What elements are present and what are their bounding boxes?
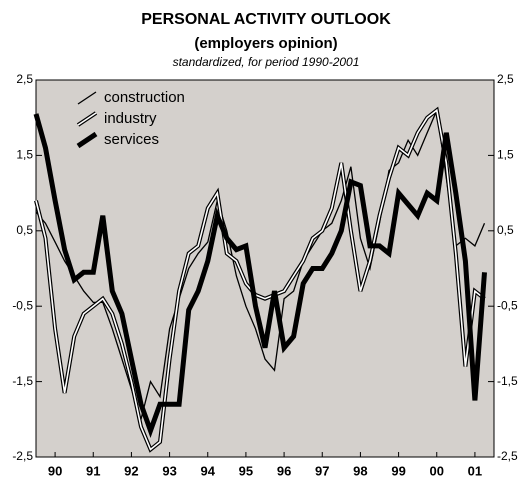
legend-swatch	[77, 112, 97, 126]
series-line	[35, 108, 485, 451]
y2-tick-label: -0,5	[497, 298, 518, 312]
x-tick-label: 01	[468, 463, 482, 478]
x-tick-label: 96	[277, 463, 291, 478]
chart-note: standardized, for period 1990-2001	[173, 55, 360, 69]
series-line	[33, 113, 487, 438]
y-tick-label: -0,5	[12, 298, 33, 312]
chart-subtitle: (employers opinion)	[194, 35, 337, 52]
x-tick-label: 93	[162, 463, 176, 478]
x-tick-label: 92	[124, 463, 138, 478]
legend-swatch	[76, 131, 98, 149]
x-tick-label: 90	[48, 463, 62, 478]
y2-tick-label: 2,5	[497, 72, 514, 86]
y2-tick-label: -2,5	[497, 449, 518, 463]
x-tick-label: 99	[391, 463, 405, 478]
y-tick-label: -1,5	[12, 374, 33, 388]
x-tick-label: 91	[86, 463, 100, 478]
legend-label: construction	[104, 89, 185, 106]
x-tick-label: 94	[201, 463, 216, 478]
chart-title: PERSONAL ACTIVITY OUTLOOK	[141, 11, 391, 28]
y-tick-label: 1,5	[16, 148, 33, 162]
legend-label: industry	[104, 110, 157, 127]
x-tick-label: 00	[430, 463, 444, 478]
x-tick-label: 98	[353, 463, 367, 478]
y-tick-label: 0,5	[16, 223, 33, 237]
x-tick-label: 97	[315, 463, 329, 478]
x-tick-label: 95	[239, 463, 253, 478]
y-tick-label: -2,5	[12, 449, 33, 463]
y2-tick-label: 0,5	[497, 223, 514, 237]
legend-swatch	[77, 91, 97, 105]
series-line	[35, 107, 486, 422]
plot-area	[35, 79, 495, 458]
y2-tick-label: 1,5	[497, 148, 514, 162]
y2-tick-label: -1,5	[497, 374, 518, 388]
legend-label: services	[104, 131, 159, 148]
y-tick-label: 2,5	[16, 72, 33, 86]
